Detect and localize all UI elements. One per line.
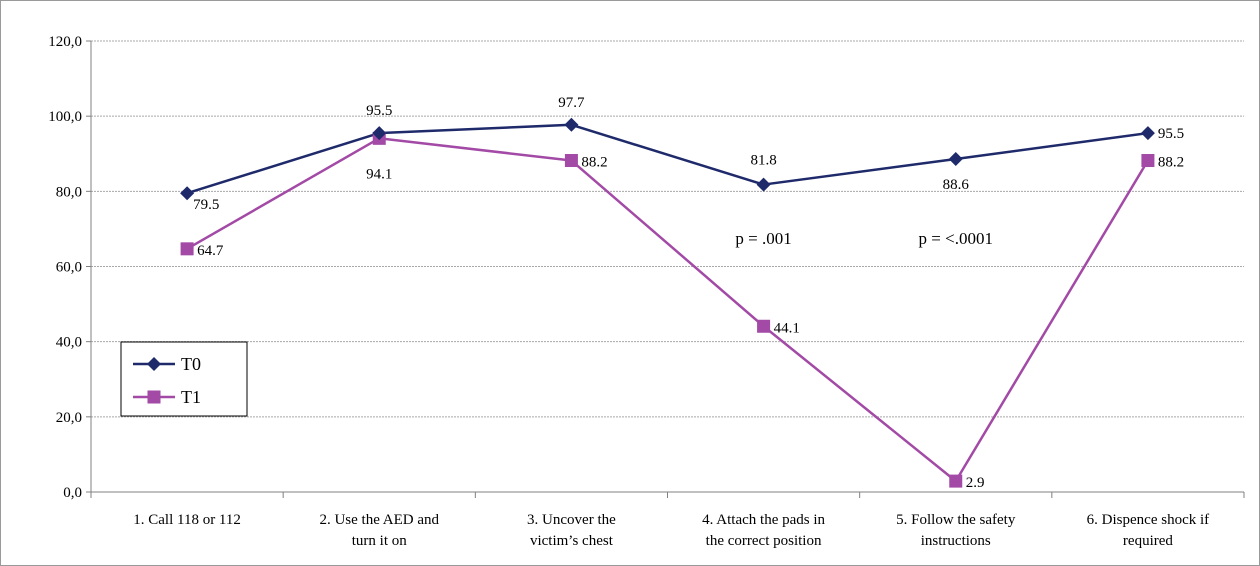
x-tick-label: 3. Uncover the victim’s chest <box>527 512 616 549</box>
data-label-t0: 95.5 <box>366 103 392 119</box>
series-line-t1 <box>186 137 1149 483</box>
legend: T0 T1 <box>120 341 248 417</box>
data-point-t0 <box>564 117 579 132</box>
x-tick-label: 1. Call 118 or 112 <box>133 512 241 528</box>
data-label-t1: 88.2 <box>581 155 607 171</box>
y-tick-label: 40,0 <box>56 335 82 351</box>
legend-box <box>120 341 248 417</box>
data-point-t0 <box>372 126 387 141</box>
legend-marker-t1 <box>147 390 161 404</box>
y-tick-label: 80,0 <box>56 184 82 200</box>
data-label-t1: 88.2 <box>1158 155 1184 171</box>
axes: 0,0 20,0 40,0 60,0 80,0 100,0 120,0 1. Call 118… <box>48 34 1245 549</box>
labels-layer: 79.5 95.5 97.7 81.8 88.6 95.5 64.7 94.1 88.2 44.1… <box>193 95 1184 491</box>
data-label-t1: 64.7 <box>197 243 224 259</box>
legend-marker-t0 <box>147 357 161 371</box>
data-point-t1 <box>949 474 963 488</box>
series-layer <box>180 117 1155 488</box>
data-label-t0: 95.5 <box>1158 126 1184 142</box>
x-tick-label: 2. Use the AED and turn it on <box>319 512 439 549</box>
y-tick-label: 60,0 <box>56 260 82 276</box>
data-label-t1: 2.9 <box>966 475 985 491</box>
data-label-t0: 79.5 <box>193 197 219 213</box>
x-tick-label: 4. Attach the pads in the correct positio… <box>702 512 825 549</box>
data-point-t1 <box>180 242 194 256</box>
data-label-t1: 44.1 <box>774 320 800 336</box>
data-label-t0: 97.7 <box>558 95 585 111</box>
y-tick-label: 100,0 <box>48 109 82 125</box>
legend-label-t0: T0 <box>181 354 201 374</box>
series-line-t0 <box>186 123 1149 195</box>
grid-lines <box>91 40 1244 418</box>
data-point-t1 <box>564 154 578 168</box>
data-point-t0 <box>756 177 771 192</box>
y-tick-label: 20,0 <box>56 410 82 426</box>
data-point-t1 <box>757 319 771 333</box>
y-tick-label: 0,0 <box>63 485 82 501</box>
data-point-t0 <box>180 186 195 201</box>
legend-label-t1: T1 <box>181 387 201 407</box>
p-value-annotation: p = .001 <box>735 229 791 248</box>
p-value-annotation: p = <.0001 <box>919 229 993 248</box>
data-point-t0 <box>948 152 963 167</box>
data-label-t1: 94.1 <box>366 166 392 182</box>
y-tick-label: 120,0 <box>48 34 82 50</box>
data-label-t0: 81.8 <box>750 153 776 169</box>
x-tick-label: 6. Dispence shock if required <box>1087 512 1209 549</box>
data-point-t1 <box>1141 154 1155 168</box>
data-label-t0: 88.6 <box>943 177 970 193</box>
data-point-t0 <box>1140 126 1155 141</box>
x-tick-label: 5. Follow the safety instructions <box>896 512 1016 549</box>
